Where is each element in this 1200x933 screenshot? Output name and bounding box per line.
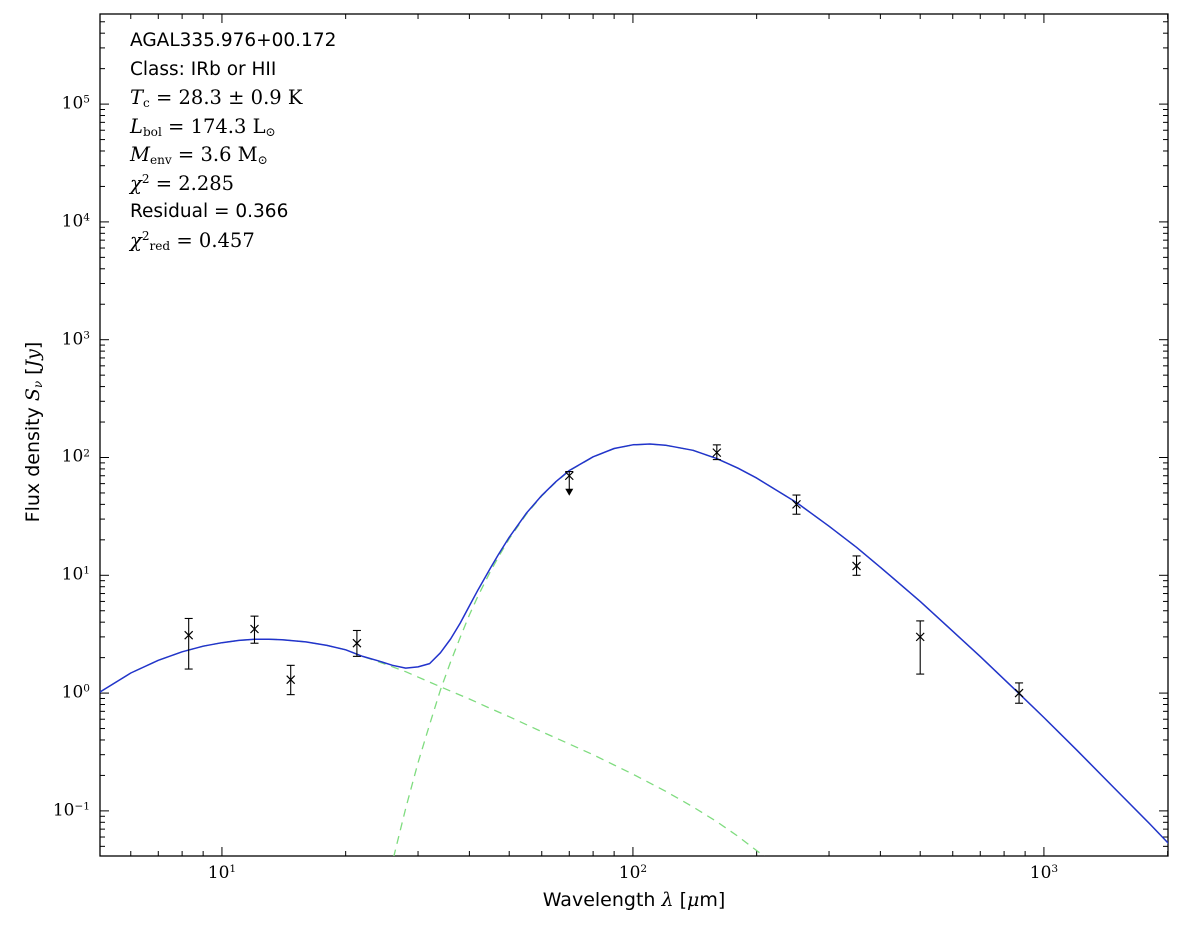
- data-points: [184, 444, 1024, 704]
- axes-frame: [99, 13, 1169, 857]
- x-marker: [286, 675, 296, 685]
- x-marker: [184, 630, 194, 640]
- x-marker: [564, 471, 574, 481]
- warm-component-curve: [100, 638, 765, 856]
- data-point: [352, 629, 362, 657]
- data-point: [915, 620, 925, 675]
- x-marker: [352, 638, 362, 648]
- cold-component-curve: [393, 443, 1168, 856]
- total-model-curve: [100, 443, 1168, 845]
- data-point: [184, 617, 194, 670]
- data-point: [564, 470, 574, 496]
- x-marker: [1014, 688, 1024, 698]
- data-point: [1014, 682, 1024, 704]
- x-marker: [852, 561, 861, 571]
- x-marker: [250, 624, 259, 634]
- x-marker: [712, 448, 722, 458]
- data-point: [250, 615, 259, 644]
- x-marker: [792, 499, 801, 509]
- data-point: [792, 494, 801, 515]
- data-point: [286, 664, 296, 696]
- data-point: [852, 555, 861, 576]
- upper-limit-arrow: [565, 488, 574, 496]
- x-marker: [915, 632, 925, 642]
- data-point: [712, 444, 722, 461]
